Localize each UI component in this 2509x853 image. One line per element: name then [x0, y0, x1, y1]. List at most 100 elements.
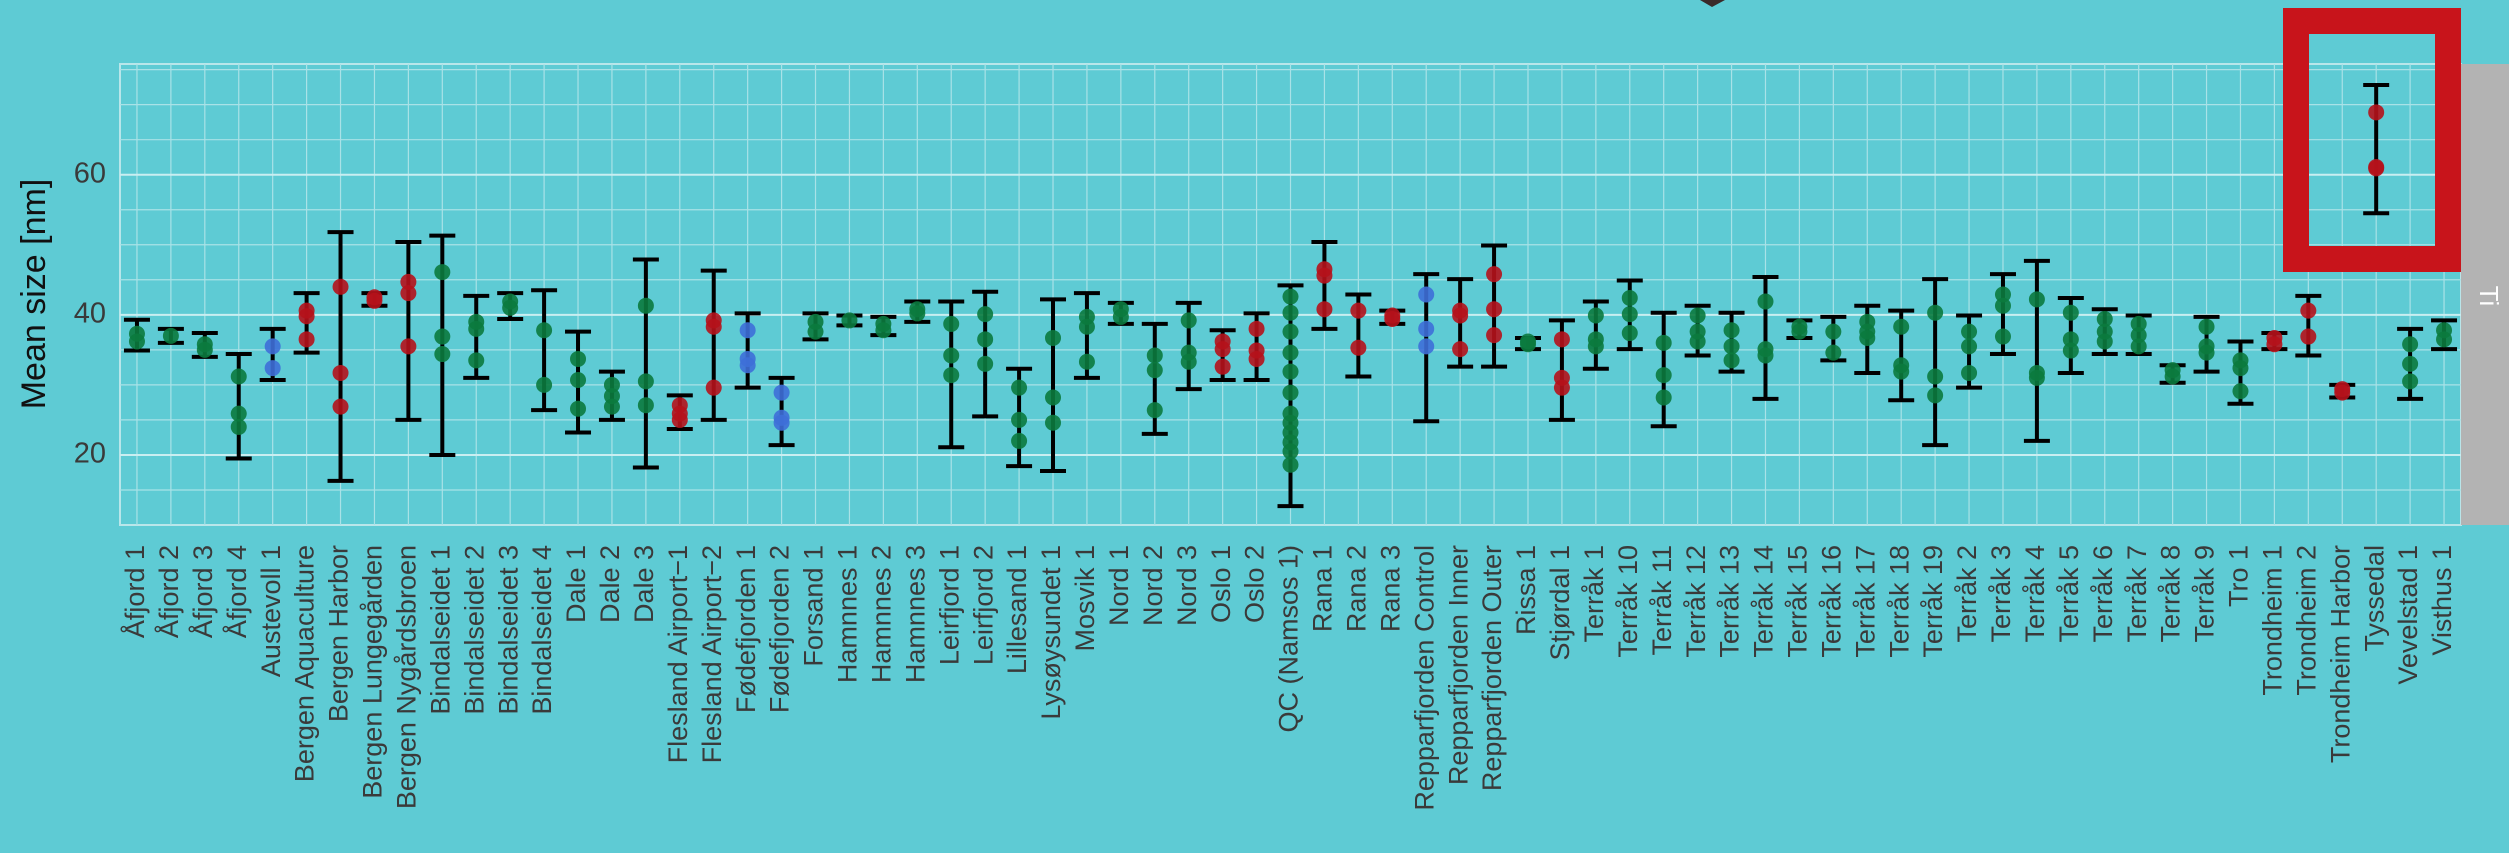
x-tick-label: Terråk 17	[1850, 545, 1880, 658]
data-point	[1655, 367, 1672, 384]
x-tick-label: Dale 1	[561, 545, 591, 623]
x-tick-label: Lillesand 1	[1002, 545, 1032, 674]
data-point	[1282, 456, 1299, 473]
data-point	[1689, 333, 1706, 350]
x-tick-label: Terråk 8	[2156, 545, 2186, 643]
x-tick-label: Nord 2	[1138, 545, 1168, 626]
data-point	[1859, 329, 1876, 346]
x-tick-label: Bergen Nygårdsbroen	[392, 545, 422, 809]
data-point	[1282, 288, 1299, 305]
data-point	[1621, 290, 1638, 307]
data-point	[1825, 323, 1842, 340]
x-tick-label: Terråk 4	[2020, 545, 2050, 643]
data-point	[1927, 304, 1944, 321]
data-point	[1180, 312, 1197, 329]
highlight-box	[2283, 8, 2461, 272]
data-point	[1316, 267, 1333, 284]
x-tick-label: Terråk 2	[1952, 545, 1982, 643]
data-point	[807, 323, 824, 340]
x-tick-label: Terråk 9	[2190, 545, 2220, 643]
x-tick-label: Terråk 19	[1918, 545, 1948, 658]
x-tick-label: Dale 3	[629, 545, 659, 623]
x-tick-label: Lysøysundet 1	[1036, 545, 1066, 720]
data-point	[2402, 373, 2419, 390]
data-point	[2232, 360, 2249, 377]
data-point	[1757, 293, 1774, 310]
data-point	[1825, 344, 1842, 361]
data-point	[1519, 336, 1536, 353]
x-tick-label: Bergen Lungegården	[358, 545, 388, 799]
data-point	[1112, 308, 1129, 325]
data-point	[1655, 389, 1672, 406]
data-point	[2266, 336, 2283, 353]
data-point	[1418, 286, 1435, 303]
data-point	[2198, 344, 2215, 361]
data-point	[2130, 338, 2147, 355]
data-point	[1452, 307, 1469, 324]
data-point	[1994, 328, 2011, 345]
data-point	[2062, 331, 2079, 348]
data-point	[773, 414, 790, 431]
data-point	[196, 341, 213, 358]
x-tick-label: Leirfjord 2	[968, 545, 998, 665]
data-point	[2198, 318, 2215, 335]
x-tick-label: Austevoll 1	[256, 545, 286, 677]
x-tick-label: Flesland Airport−1	[663, 545, 693, 763]
data-point	[2130, 327, 2147, 344]
data-point	[1723, 338, 1740, 355]
data-point	[1248, 350, 1265, 367]
x-tick-label: Terråk 18	[1884, 545, 1914, 658]
x-tick-label: Hamnnes 3	[900, 545, 930, 683]
x-tick-label: Terråk 16	[1816, 545, 1846, 658]
x-tick-label: Vevelstad 1	[2393, 545, 2423, 685]
data-point	[1350, 302, 1367, 319]
y-tick-label: 40	[74, 297, 106, 329]
data-point	[1282, 443, 1299, 460]
data-point	[1486, 266, 1503, 283]
data-point	[536, 322, 553, 339]
data-point	[1282, 323, 1299, 340]
x-tick-label: Repparfjorden Inner	[1443, 545, 1473, 785]
data-point	[332, 398, 349, 415]
data-point	[2096, 333, 2113, 350]
data-point	[434, 328, 451, 345]
data-point	[2402, 355, 2419, 372]
data-point	[434, 264, 451, 281]
x-tick-label: Trondheim 2	[2291, 545, 2321, 696]
data-point	[2232, 383, 2249, 400]
x-tick-label: Trondheim Harbor	[2325, 545, 2355, 763]
data-point	[264, 338, 281, 355]
data-point	[637, 297, 654, 314]
y-axis-label: Mean size [nm]	[15, 179, 53, 410]
x-tick-label: Hamnnes 2	[866, 545, 896, 683]
data-point	[1723, 322, 1740, 339]
data-point	[977, 331, 994, 348]
x-tick-label: Nord 1	[1104, 545, 1134, 626]
x-tick-label: Fødefjorden 1	[731, 545, 761, 713]
data-point	[1452, 341, 1469, 358]
x-tick-label: Åfjord 4	[221, 545, 252, 638]
data-point	[230, 368, 247, 385]
data-point	[603, 376, 620, 393]
data-point	[1011, 411, 1028, 428]
data-point	[400, 273, 417, 290]
data-point	[1961, 338, 1978, 355]
data-point	[2300, 328, 2317, 345]
x-tick-label: Rana 3	[1375, 545, 1405, 632]
data-point	[2436, 331, 2453, 348]
data-point	[1214, 341, 1231, 358]
data-point	[1486, 301, 1503, 318]
data-point	[2300, 302, 2317, 319]
data-point	[2130, 315, 2147, 332]
data-point	[875, 322, 892, 339]
data-point	[1180, 353, 1197, 370]
x-tick-label: Trondheim 1	[2258, 545, 2288, 696]
data-point	[1927, 368, 1944, 385]
x-tick-label: Tro 1	[2224, 545, 2254, 607]
data-point	[1961, 323, 1978, 340]
data-point	[570, 350, 587, 367]
data-point	[1146, 402, 1163, 419]
data-point	[603, 398, 620, 415]
data-point	[162, 327, 179, 344]
